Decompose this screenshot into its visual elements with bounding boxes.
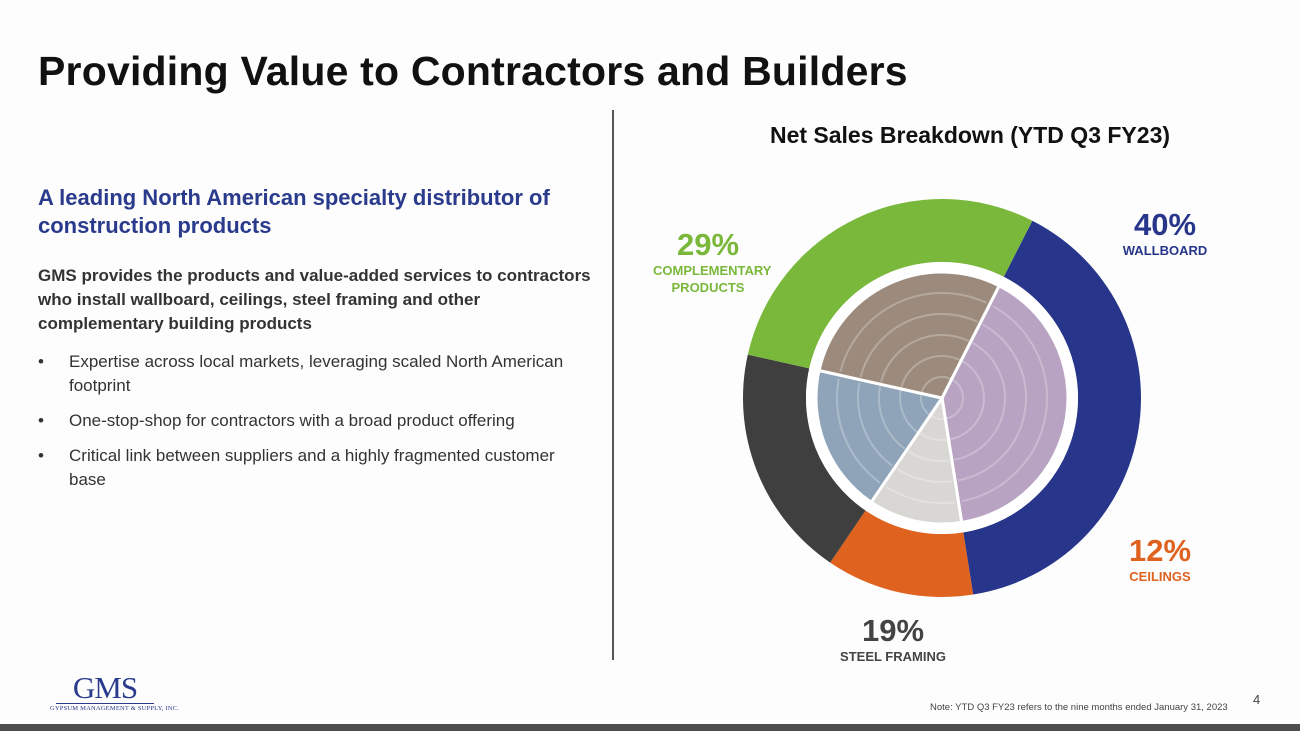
slice-label-wallboard: 40% WALLBOARD: [1100, 208, 1230, 259]
vertical-divider: [612, 110, 614, 660]
bullet-item: • One-stop-shop for contractors with a br…: [38, 409, 568, 433]
photo-texture-line: [896, 468, 953, 483]
photo-texture-line: [907, 450, 950, 462]
donut-slice-steel-framing: [742, 354, 866, 563]
logo-wordmark: GMS: [72, 670, 138, 705]
inner-white-ring: [806, 262, 1078, 534]
photo-texture-line: [919, 432, 948, 441]
slice-percent: 12%: [1128, 533, 1192, 568]
photo-texture-line: [949, 360, 985, 441]
slice-percent: 19%: [861, 613, 925, 648]
photo-texture-line: [880, 334, 970, 383]
logo-subtext: GYPSUM MANAGEMENT & SUPPLY, INC.: [50, 705, 180, 712]
photo-texture-line: [945, 378, 964, 420]
section-subheading: A leading North American specialty distr…: [38, 185, 550, 238]
photo-texture-line: [836, 378, 881, 484]
photo-texture-line: [961, 305, 1048, 503]
bullet-text: Expertise across local markets, leveragi…: [69, 352, 564, 395]
intro-paragraph: GMS provides the products and value-adde…: [38, 266, 591, 333]
slice-percent: 29%: [676, 227, 740, 262]
bullet-icon: •: [38, 352, 44, 371]
slice-name: CEILINGS: [1129, 569, 1191, 584]
photo-texture-line: [953, 342, 1006, 461]
product-photo-sector: [940, 283, 1070, 525]
photo-texture-line: [839, 292, 987, 372]
bullet-text: One-stop-shop for contractors with a bro…: [69, 411, 515, 430]
donut-slice-wallboard: [963, 220, 1141, 595]
photo-texture-line: [885, 486, 955, 504]
photo-texture-line: [878, 386, 906, 450]
photo-texture-line: [859, 313, 978, 378]
bullet-item: • Expertise across local markets, leverag…: [38, 350, 568, 398]
gms-logo: GMS GYPSUM MANAGEMENT & SUPPLY, INC.: [50, 670, 180, 712]
photo-texture-line: [920, 393, 931, 416]
donut-slice-complementary-products: [747, 198, 1033, 369]
page-number: 4: [1253, 692, 1261, 707]
logo-rule: [56, 703, 154, 704]
photo-texture-line: [899, 390, 918, 433]
footer-bar: [0, 724, 1300, 731]
slice-label-complementary: 29% COMPLEMENTARY PRODUCTS: [628, 228, 788, 296]
slice-name: STEEL FRAMING: [840, 649, 946, 664]
bullet-text: Critical link between suppliers and a hi…: [69, 446, 555, 489]
chart-title: Net Sales Breakdown (YTD Q3 FY23): [769, 122, 1171, 148]
bullet-item: • Critical link between suppliers and a h…: [38, 444, 568, 492]
bullet-list: • Expertise across local markets, leverag…: [38, 350, 568, 503]
slice-label-steel-framing: 19% STEEL FRAMING: [813, 614, 973, 665]
footnote: Note: YTD Q3 FY23 refers to the nine mon…: [930, 702, 1228, 713]
slice-percent: 40%: [1133, 207, 1197, 242]
photo-texture-line: [900, 355, 961, 388]
slice-name: COMPLEMENTARY PRODUCTS: [653, 263, 772, 295]
photo-texture-line: [957, 323, 1027, 482]
page-title: Providing Value to Contractors and Build…: [38, 48, 908, 94]
slice-label-ceilings: 12% CEILINGS: [1095, 534, 1225, 585]
donut-slice-ceilings: [830, 510, 974, 597]
product-photo-sector: [817, 270, 1002, 400]
bullet-icon: •: [38, 446, 44, 465]
slice-name: WALLBOARD: [1122, 243, 1208, 258]
photo-texture-line: [920, 376, 952, 394]
bullet-icon: •: [38, 411, 44, 430]
product-photo-sector: [814, 368, 945, 505]
photo-texture-line: [857, 382, 893, 467]
product-photo-sector: [869, 394, 964, 526]
